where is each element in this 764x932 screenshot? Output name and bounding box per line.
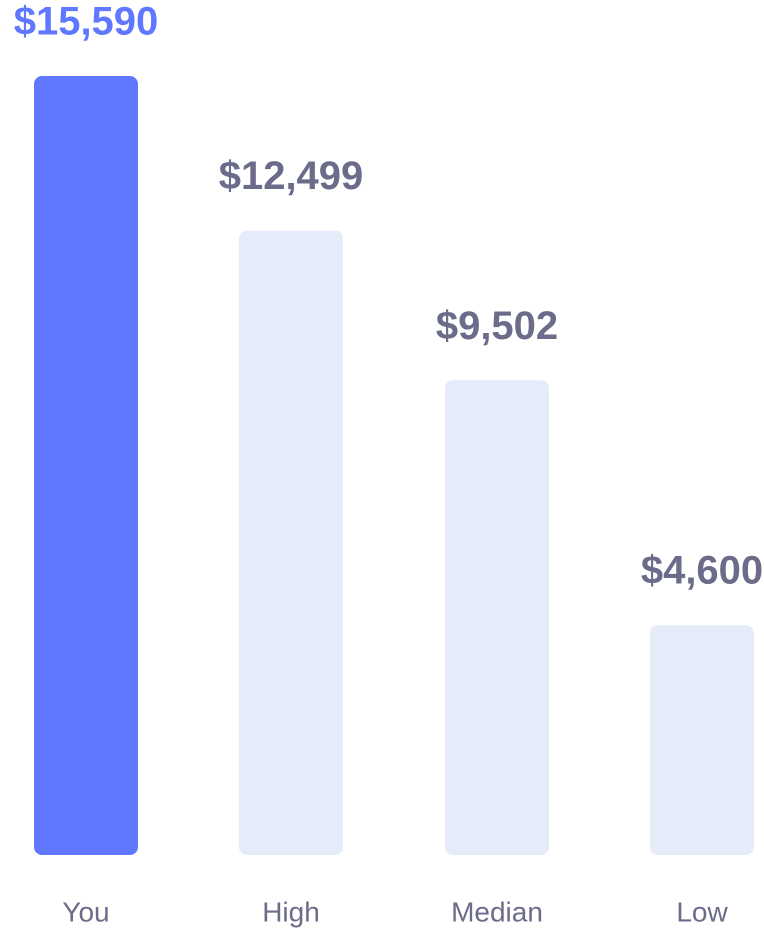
bar xyxy=(650,625,754,855)
bar xyxy=(34,76,138,855)
category-label: You xyxy=(62,896,109,927)
value-label: $4,600 xyxy=(641,549,763,593)
bar xyxy=(445,380,549,855)
category-label: Median xyxy=(451,896,543,927)
value-label: $15,590 xyxy=(14,0,159,44)
value-label: $12,499 xyxy=(219,154,364,198)
bar xyxy=(239,230,343,855)
category-label: High xyxy=(262,896,320,927)
category-label: Low xyxy=(676,896,728,927)
value-label: $9,502 xyxy=(436,304,558,348)
